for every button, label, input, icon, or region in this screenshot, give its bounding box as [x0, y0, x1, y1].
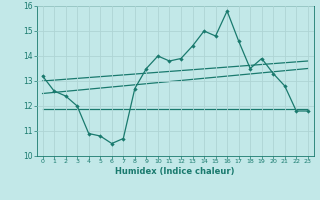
X-axis label: Humidex (Indice chaleur): Humidex (Indice chaleur)	[116, 167, 235, 176]
